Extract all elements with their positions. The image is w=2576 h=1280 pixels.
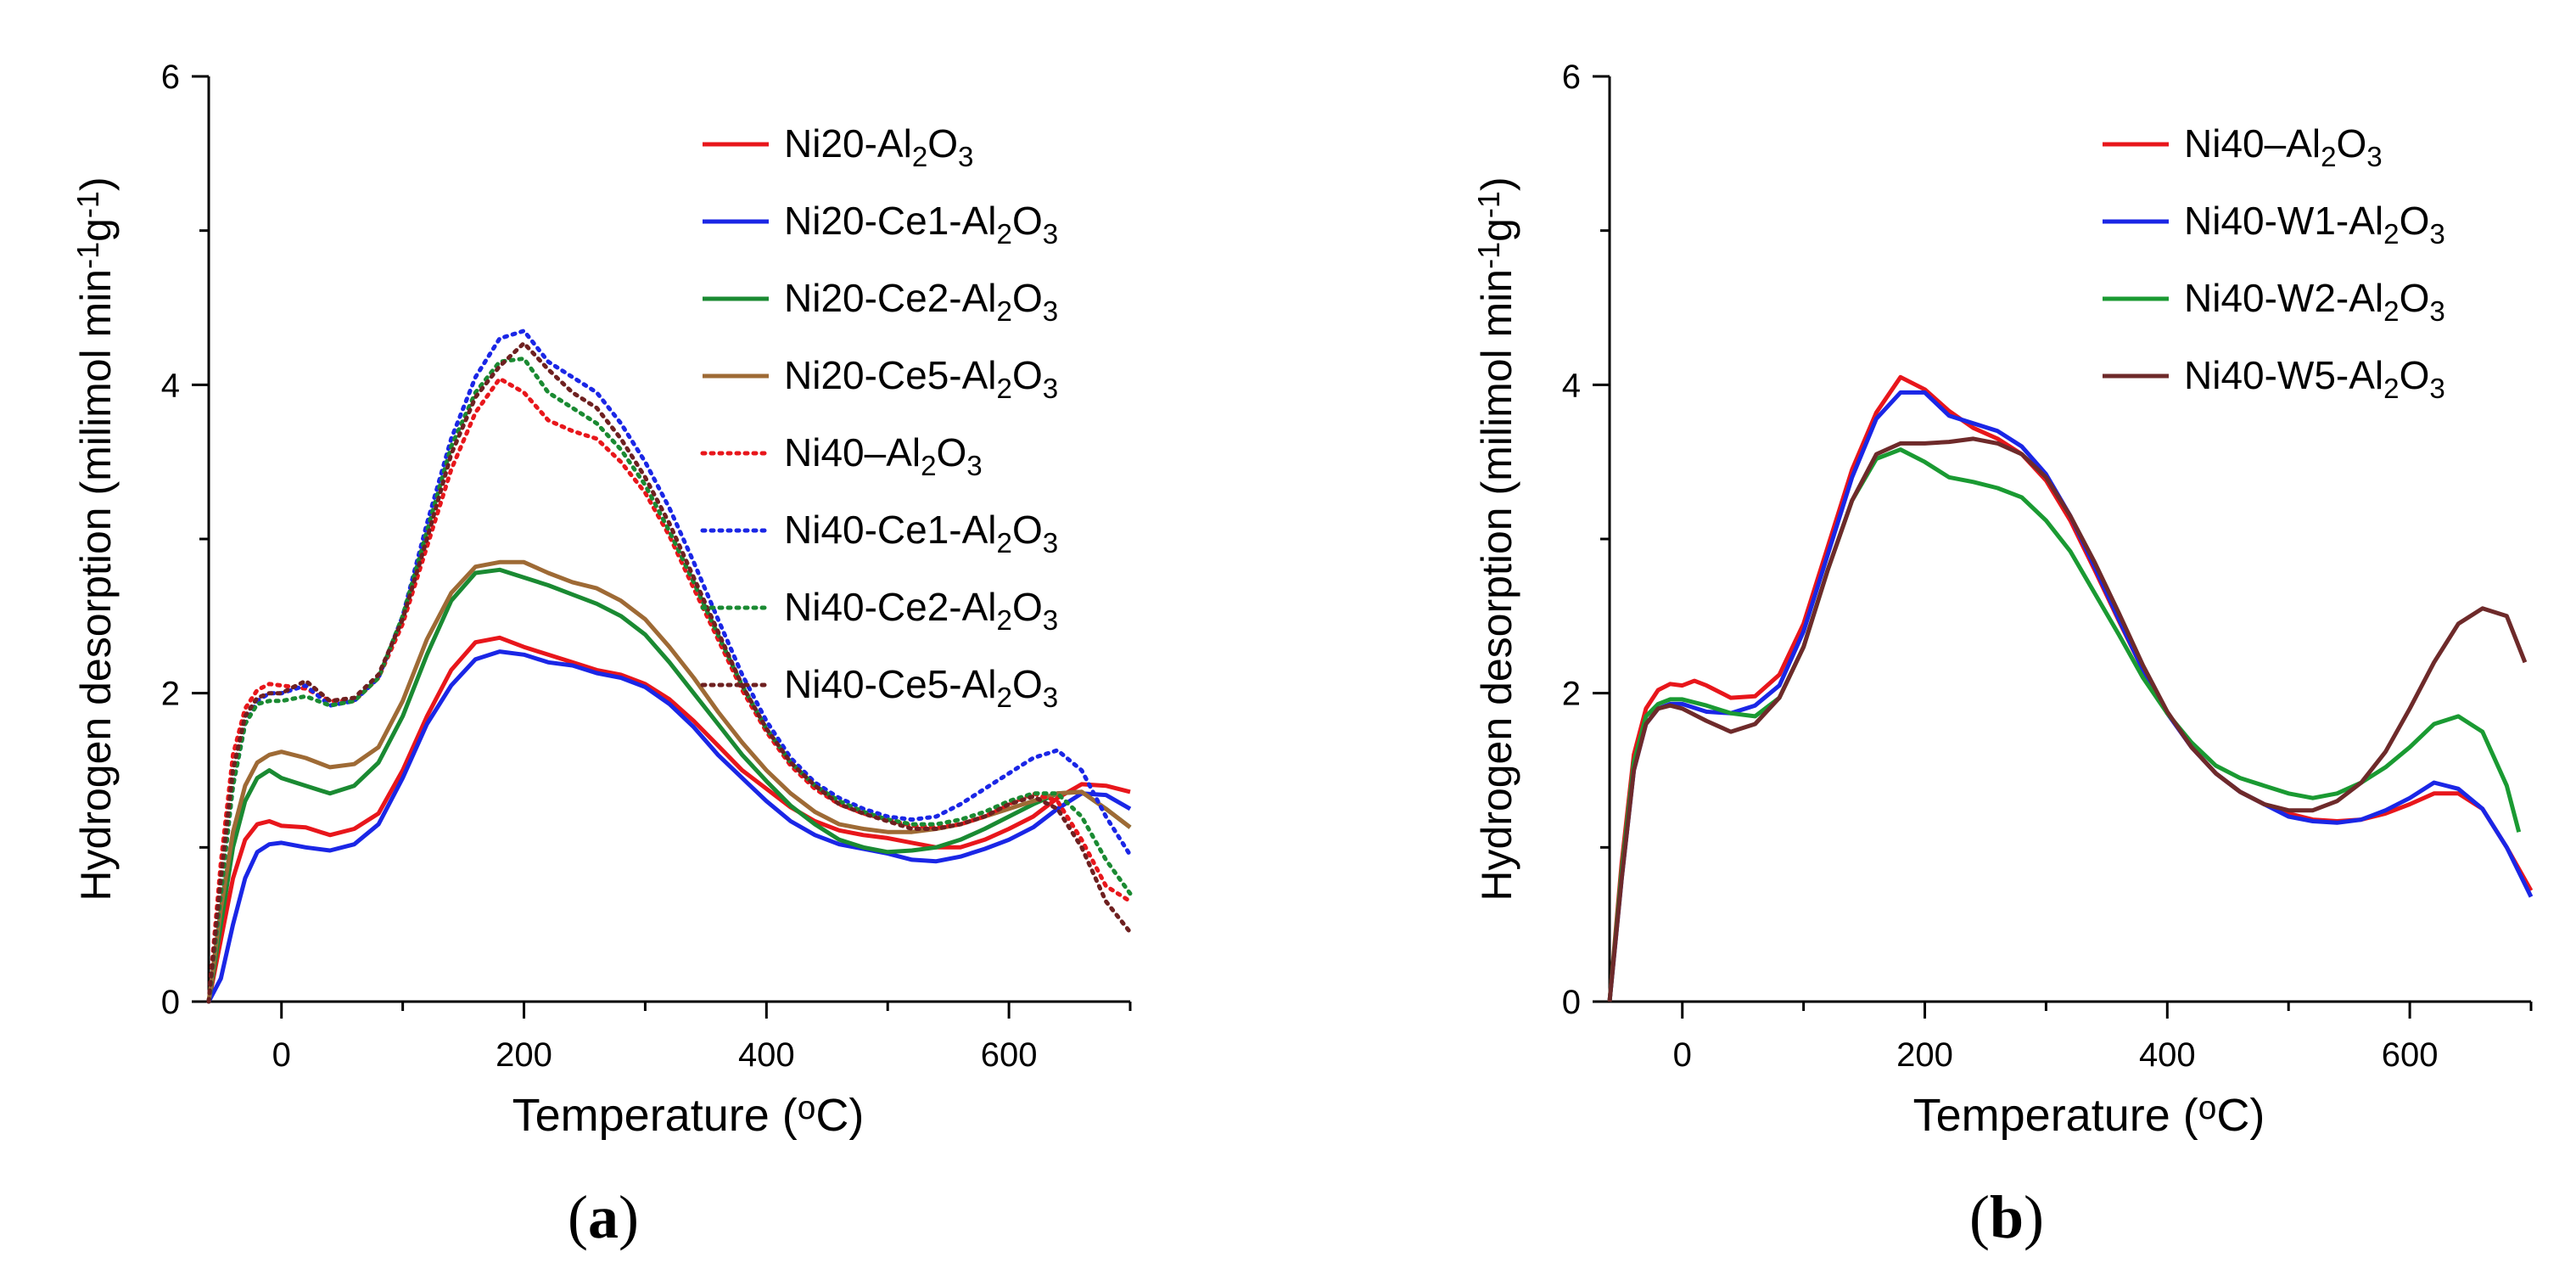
- y-axis-title: Hydrogen desorption (milimol min-1g-1): [70, 177, 120, 901]
- y-tick-label: 0: [1562, 984, 1581, 1021]
- y-tick-label: 4: [161, 367, 180, 404]
- legend-label: Ni40–Al2O3: [2184, 121, 2383, 173]
- legend-label: Ni40-Ce5-Al2O3: [784, 662, 1058, 714]
- series-line: [206, 635, 1131, 1002]
- series-line: [1607, 374, 2534, 1002]
- x-tick-label: 0: [272, 1036, 291, 1074]
- chart-panel-a: 0 2 4 6 0 200 400 600 Temperature (oC) Hydrogen d…: [70, 59, 1133, 1251]
- legend: Ni20-Al2O3 Ni20-Ce1-Al2O3 Ni20-Ce2-Al2O3 Ni…: [700, 121, 1058, 714]
- y-tick-label: 6: [161, 59, 180, 96]
- x-tick-label: 600: [2382, 1036, 2439, 1074]
- x-tick-label: 400: [738, 1036, 795, 1074]
- legend-label: Ni20-Ce1-Al2O3: [784, 199, 1058, 250]
- legend-label: Ni20-Ce2-Al2O3: [784, 276, 1058, 328]
- legend-label: Ni40-Ce1-Al2O3: [784, 508, 1058, 559]
- legend-label: Ni40-Ce2-Al2O3: [784, 585, 1058, 637]
- series-line: [206, 340, 1133, 1004]
- chart-panel-b: 0 2 4 6 0 200 400 600 Temperature (oC) Hydrogen d…: [1471, 59, 2534, 1251]
- series-line: [206, 356, 1133, 1004]
- legend-label: Ni40–Al2O3: [784, 430, 983, 482]
- series-line: [206, 649, 1132, 1003]
- series-line: [1607, 390, 2534, 1002]
- x-axis-title: Temperature (oC): [512, 1090, 865, 1141]
- series-line: [206, 376, 1133, 1004]
- legend: Ni40–Al2O3 Ni40-W1-Al2O3 Ni40-W2-Al2O3 Ni40…: [2103, 121, 2445, 405]
- x-tick-label: 0: [1673, 1036, 1692, 1074]
- x-tick-label: 600: [981, 1036, 1038, 1074]
- legend-label: Ni40-W5-Al2O3: [2184, 353, 2445, 405]
- panel-caption: (a): [568, 1183, 639, 1251]
- legend-label: Ni40-W1-Al2O3: [2184, 199, 2445, 250]
- x-tick-label: 400: [2139, 1036, 2196, 1074]
- y-tick-label: 2: [1562, 676, 1581, 713]
- series-line: [1607, 436, 2528, 1002]
- legend-label: Ni20-Al2O3: [784, 121, 973, 173]
- y-tick-label: 2: [161, 676, 180, 713]
- y-axis-title: Hydrogen desorption (milimol min-1g-1): [1471, 177, 1520, 901]
- series-line: [206, 328, 1133, 1004]
- x-axis-title: Temperature (oC): [1913, 1090, 2265, 1141]
- series-line: [206, 567, 1132, 1002]
- legend-label: Ni20-Ce5-Al2O3: [784, 353, 1058, 405]
- y-tick-label: 4: [1562, 367, 1581, 404]
- legend-label: Ni40-W2-Al2O3: [2184, 276, 2445, 328]
- panel-caption: (b): [1969, 1183, 2044, 1251]
- y-tick-label: 6: [1562, 59, 1581, 96]
- y-tick-label: 0: [161, 984, 180, 1021]
- x-tick-label: 200: [496, 1036, 552, 1074]
- x-tick-label: 200: [1896, 1036, 1953, 1074]
